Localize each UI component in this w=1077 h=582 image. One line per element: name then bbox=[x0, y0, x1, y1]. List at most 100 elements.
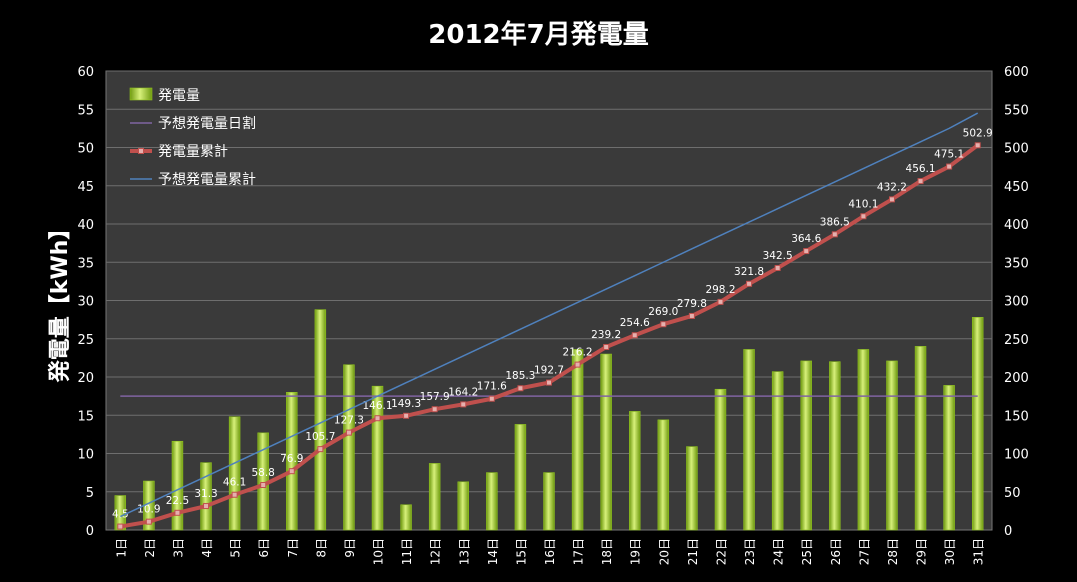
legend-label: 予想発電量日割 bbox=[158, 115, 256, 132]
data-label: 171.6 bbox=[477, 381, 507, 393]
bar bbox=[457, 481, 469, 531]
bar bbox=[114, 495, 127, 531]
legend-swatch bbox=[129, 87, 153, 101]
y-tick-label-left: 50 bbox=[77, 142, 94, 157]
data-label: 432.2 bbox=[877, 181, 907, 193]
y-tick-label-left: 60 bbox=[77, 65, 94, 80]
x-tick-label: 5日 bbox=[229, 538, 243, 558]
line-marker bbox=[603, 344, 610, 351]
data-label: 149.3 bbox=[391, 398, 421, 410]
bar bbox=[657, 419, 670, 531]
x-tick-label: 21日 bbox=[686, 538, 700, 565]
line-marker bbox=[145, 518, 152, 525]
x-tick-label: 4日 bbox=[200, 538, 214, 558]
line-marker bbox=[460, 401, 467, 408]
data-label: 279.8 bbox=[677, 298, 707, 310]
bar bbox=[428, 463, 441, 531]
legend-marker bbox=[138, 148, 144, 154]
line-marker bbox=[660, 321, 667, 328]
bar bbox=[686, 446, 698, 531]
x-tick-label: 24日 bbox=[772, 538, 786, 565]
line-marker bbox=[688, 312, 695, 319]
y-tick-label-right: 0 bbox=[1004, 524, 1012, 539]
y-tick-label-right: 400 bbox=[1004, 218, 1029, 233]
y-tick-label-left: 30 bbox=[77, 295, 94, 310]
line-marker bbox=[431, 406, 438, 413]
x-tick-label: 9日 bbox=[343, 538, 357, 558]
data-label: 254.6 bbox=[620, 317, 650, 329]
line-marker bbox=[888, 196, 895, 203]
bar bbox=[371, 385, 384, 531]
y-tick-label-left: 15 bbox=[77, 409, 94, 424]
bar bbox=[514, 424, 527, 531]
line-marker bbox=[774, 264, 781, 271]
y-tick-label-left: 5 bbox=[86, 486, 94, 501]
y-tick-label-right: 300 bbox=[1004, 295, 1029, 310]
line-marker bbox=[860, 213, 867, 220]
x-tick-label: 11日 bbox=[400, 538, 414, 565]
x-tick-label: 15日 bbox=[514, 538, 528, 565]
data-label: 58.8 bbox=[251, 467, 274, 479]
y-tick-label-right: 100 bbox=[1004, 448, 1029, 463]
bar bbox=[857, 349, 870, 531]
y-tick-label-right: 200 bbox=[1004, 371, 1029, 386]
data-label: 192.7 bbox=[534, 365, 564, 377]
data-label: 22.5 bbox=[166, 495, 189, 507]
legend-label: 発電量 bbox=[158, 88, 200, 104]
bar bbox=[771, 371, 784, 531]
data-label: 4.5 bbox=[112, 509, 129, 521]
bar bbox=[486, 472, 498, 531]
line-marker bbox=[317, 446, 324, 453]
x-tick-label: 17日 bbox=[572, 538, 586, 565]
x-tick-label: 26日 bbox=[829, 538, 843, 565]
x-tick-label: 7日 bbox=[286, 538, 300, 558]
data-label: 239.2 bbox=[591, 329, 621, 341]
bar bbox=[971, 317, 984, 531]
x-tick-label: 20日 bbox=[657, 538, 671, 565]
y-tick-label-left: 35 bbox=[77, 256, 94, 271]
y-axis-label: 発電量【kWh】 bbox=[48, 217, 73, 383]
x-tick-label: 23日 bbox=[743, 538, 757, 565]
x-tick-label: 8日 bbox=[314, 538, 328, 558]
data-label: 31.3 bbox=[194, 488, 217, 500]
line-marker bbox=[488, 395, 495, 402]
data-label: 216.2 bbox=[563, 347, 593, 359]
y-tick-label-right: 50 bbox=[1004, 486, 1021, 501]
y-tick-label-right: 500 bbox=[1004, 142, 1029, 157]
y-tick-label-left: 10 bbox=[77, 448, 94, 463]
data-label: 146.1 bbox=[362, 400, 392, 412]
line-marker bbox=[831, 231, 838, 238]
data-label: 342.5 bbox=[763, 250, 793, 262]
bar bbox=[543, 472, 555, 531]
bar bbox=[629, 411, 641, 531]
x-tick-label: 25日 bbox=[800, 538, 814, 565]
data-label: 456.1 bbox=[906, 163, 936, 175]
legend-label: 発電量累計 bbox=[158, 144, 228, 160]
y-tick-label-left: 55 bbox=[77, 103, 94, 118]
y-tick-label-left: 0 bbox=[86, 524, 94, 539]
x-tick-label: 27日 bbox=[857, 538, 871, 565]
x-tick-label: 18日 bbox=[600, 538, 614, 565]
line-marker bbox=[746, 280, 753, 287]
x-tick-label: 19日 bbox=[629, 538, 643, 565]
line-marker bbox=[403, 412, 410, 419]
data-label: 46.1 bbox=[223, 477, 246, 489]
bar bbox=[228, 416, 241, 531]
bar bbox=[286, 391, 298, 531]
data-label: 127.3 bbox=[334, 415, 364, 427]
y-tick-label-right: 600 bbox=[1004, 65, 1029, 80]
line-marker bbox=[117, 523, 124, 530]
line-marker bbox=[946, 163, 953, 170]
data-label: 76.9 bbox=[280, 453, 303, 465]
x-tick-label: 10日 bbox=[372, 538, 386, 565]
x-tick-label: 29日 bbox=[915, 538, 929, 565]
line-marker bbox=[546, 379, 552, 386]
x-tick-label: 14日 bbox=[486, 538, 500, 565]
x-tick-label: 3日 bbox=[171, 538, 185, 558]
line-marker bbox=[174, 509, 181, 516]
data-label: 10.9 bbox=[137, 504, 160, 516]
series-line bbox=[119, 112, 979, 518]
line-marker bbox=[231, 491, 238, 498]
y-tick-label-left: 20 bbox=[77, 371, 94, 386]
